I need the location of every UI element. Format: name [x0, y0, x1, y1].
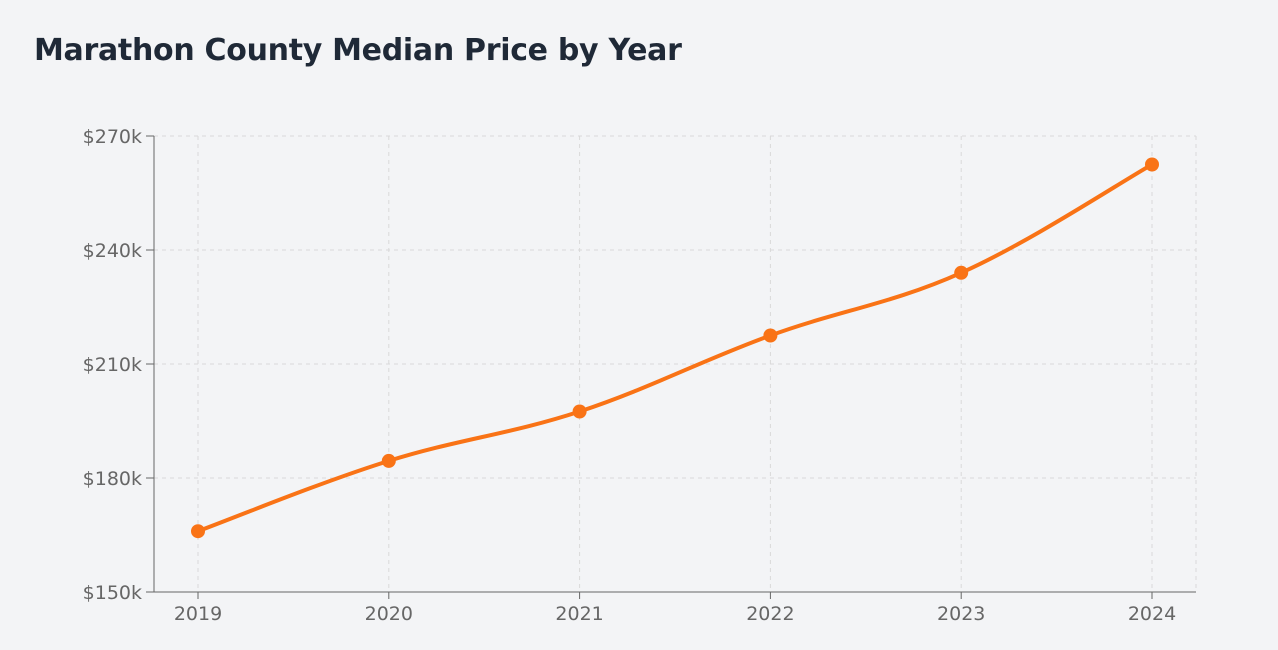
data-point-2019 [191, 524, 205, 539]
y-tick-label: $240k [83, 240, 142, 262]
y-tick-label: $210k [83, 354, 142, 376]
data-point-2023 [954, 265, 969, 280]
data-point-2021 [572, 404, 587, 419]
data-point-2024 [1145, 157, 1159, 172]
data-point-2020 [381, 453, 396, 468]
series-line-median-price [196, 162, 1154, 534]
y-tick-label: $270k [83, 126, 142, 148]
x-tick-label: 2023 [937, 603, 985, 625]
chart-title: Marathon County Median Price by Year [34, 33, 682, 68]
y-tick-label: $150k [83, 582, 142, 604]
x-tick-label: 2024 [1128, 603, 1176, 625]
x-tick-label: 2020 [365, 603, 413, 625]
x-tick-label: 2022 [746, 603, 794, 625]
x-tick-label: 2021 [555, 603, 603, 625]
data-point-2022 [763, 328, 778, 343]
x-tick-label: 2019 [174, 603, 222, 625]
y-tick-label: $180k [83, 468, 142, 490]
